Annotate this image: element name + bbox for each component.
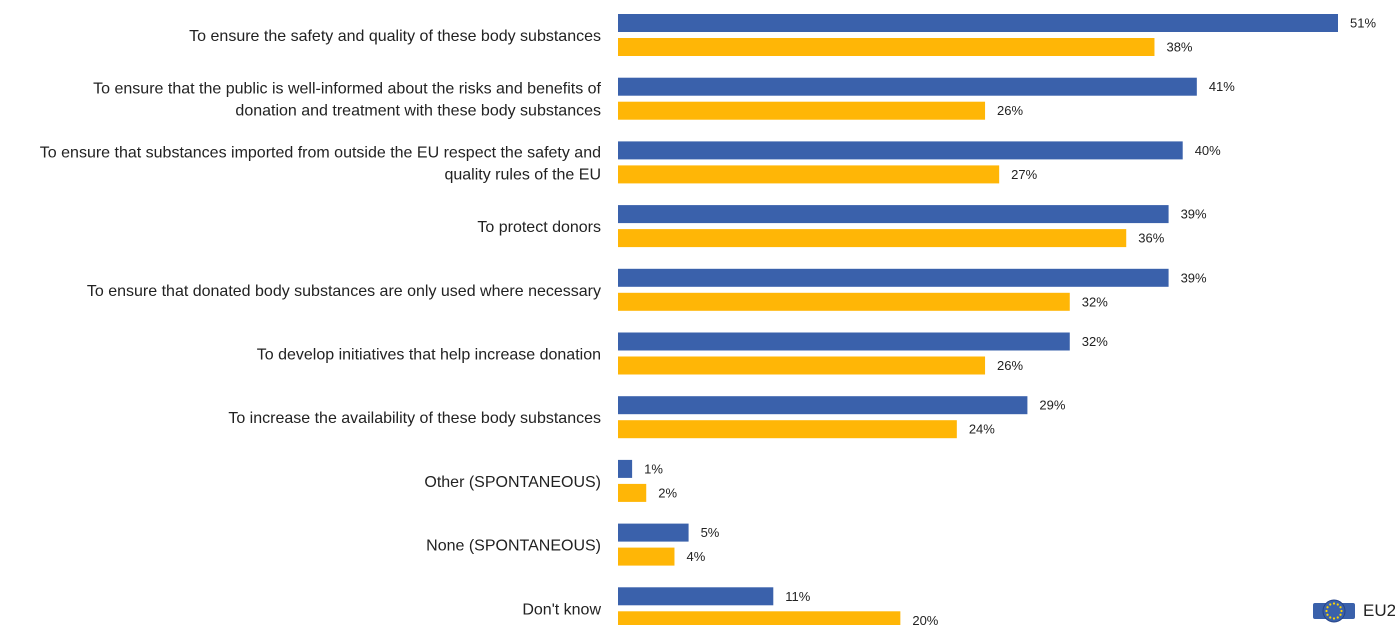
category-label-line: To ensure that substances imported from … (40, 144, 601, 161)
value-label: 5% (701, 525, 720, 540)
bar-series-2 (618, 483, 647, 502)
category-label-line: To increase the availability of these bo… (228, 410, 601, 427)
category-label: Don't know (522, 601, 601, 618)
category-label-line: To develop initiatives that help increas… (257, 347, 601, 364)
value-label: 2% (658, 485, 677, 500)
bar-series-2 (618, 101, 986, 120)
category-label-line: None (SPONTANEOUS) (426, 538, 601, 555)
category-label: Other (SPONTANEOUS) (424, 474, 601, 491)
eu-flag-icon (1313, 599, 1355, 623)
value-label: 27% (1011, 167, 1037, 182)
bar-series-2 (618, 356, 986, 375)
value-label: 11% (785, 589, 810, 604)
value-label: 4% (686, 549, 705, 564)
value-label: 39% (1181, 270, 1207, 285)
value-label: 26% (997, 103, 1023, 118)
bar-series-1 (618, 587, 774, 606)
category-label: To increase the availability of these bo… (228, 410, 601, 427)
bar-series-2 (618, 292, 1070, 311)
bar-series-2 (618, 165, 1000, 184)
value-label: 40% (1195, 143, 1221, 158)
category-label: None (SPONTANEOUS) (426, 538, 601, 555)
category-label: To ensure the safety and quality of thes… (189, 28, 601, 45)
category-label: To ensure that substances imported from … (40, 144, 601, 183)
category-label: To ensure that donated body substances a… (87, 283, 601, 300)
legend-label: EU2 (1363, 601, 1395, 620)
bar-series-1 (618, 205, 1169, 224)
bar-series-1 (618, 332, 1070, 351)
value-label: 39% (1181, 207, 1207, 222)
value-label: 38% (1166, 40, 1192, 55)
category-label-line: To ensure that the public is well-inform… (93, 81, 601, 98)
category-label-line: Don't know (522, 601, 601, 618)
value-label: 32% (1082, 334, 1108, 349)
bar-series-2 (618, 547, 675, 566)
bar-series-1 (618, 77, 1197, 96)
value-label: 51% (1350, 16, 1376, 31)
bar-series-1 (618, 459, 633, 478)
bar-series-1 (618, 268, 1169, 287)
value-label: 32% (1082, 294, 1108, 309)
bar-series-2 (618, 229, 1127, 248)
bar-series-2 (618, 38, 1155, 56)
value-label: 20% (912, 613, 938, 625)
legend: EU2 (1313, 599, 1395, 623)
category-label-line: quality rules of the EU (444, 166, 601, 183)
bar-series-1 (618, 141, 1183, 160)
bar-series-2 (618, 420, 957, 439)
category-label-line: To ensure that donated body substances a… (87, 283, 601, 300)
bar-series-1 (618, 14, 1338, 32)
category-label-line: To protect donors (477, 219, 601, 236)
category-label: To protect donors (477, 219, 601, 236)
category-label: To ensure that the public is well-inform… (93, 81, 601, 120)
value-label: 29% (1039, 398, 1065, 413)
category-labels: To ensure the safety and quality of thes… (40, 28, 602, 618)
value-label: 36% (1138, 231, 1164, 246)
value-labels: 51% 38% 41% 26% 40% 27% 39% 36% 39% 32% 32% 26% 29% 2… (644, 16, 1376, 625)
category-label: To develop initiatives that help increas… (257, 347, 601, 364)
bars (618, 14, 1338, 625)
bar-series-1 (618, 523, 689, 542)
category-label-line: To ensure the safety and quality of thes… (189, 28, 601, 45)
value-label: 1% (644, 461, 663, 476)
category-label-line: donation and treatment with these body s… (235, 103, 601, 120)
bar-series-2 (618, 611, 901, 625)
value-label: 26% (997, 358, 1023, 373)
value-label: 24% (969, 422, 995, 437)
category-label-line: Other (SPONTANEOUS) (424, 474, 601, 491)
value-label: 41% (1209, 79, 1235, 94)
bar-series-1 (618, 396, 1028, 415)
